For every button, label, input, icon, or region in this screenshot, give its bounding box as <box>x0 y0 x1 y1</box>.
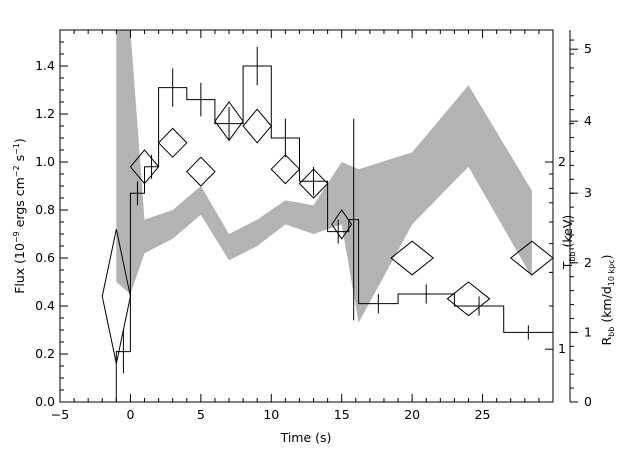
temperature-diamond <box>101 229 131 364</box>
x-tick-label: 10 <box>263 407 279 422</box>
radius-tick-label: 1 <box>584 324 592 339</box>
y-tick-label: 0.2 <box>35 346 55 361</box>
radius-tick-label: 4 <box>584 113 592 128</box>
radius-tick-label: 3 <box>584 185 592 200</box>
temp-tick-label: 1 <box>558 341 566 356</box>
temperature-diamond-layer <box>101 101 553 364</box>
x-tick-label: 25 <box>475 407 491 422</box>
radius-band-layer <box>116 30 532 323</box>
x-tick-label: 5 <box>197 407 205 422</box>
radius-tick-label: 5 <box>584 41 592 56</box>
x-axis-title: Time (s) <box>280 430 332 445</box>
radius-band <box>116 30 532 323</box>
y-tick-label: 1.4 <box>35 58 55 73</box>
plot-frame <box>59 29 554 403</box>
temperature-diamond <box>331 209 353 240</box>
temperature-diamond <box>390 240 435 276</box>
temperature-diamond <box>298 168 329 199</box>
y-axis-title-left: Flux (10−9 ergs cm−2 s−1) <box>12 138 27 294</box>
temperature-diamond <box>214 101 244 142</box>
y-tick-label: 0.6 <box>35 250 55 265</box>
x-tick-label: 0 <box>126 407 134 422</box>
temperature-diamond <box>157 127 188 158</box>
temperature-diamond <box>509 240 553 276</box>
temp-tick-label: 2 <box>558 154 566 169</box>
axis-ticks: −5 0 5 10 15 20 250.00.20.40.60.81.01.21.41201… <box>35 30 592 422</box>
flux-histogram-layer <box>115 46 553 402</box>
radius-tick-label: 2 <box>584 255 592 270</box>
temperature-diamond <box>129 149 160 185</box>
y-tick-label: 0.0 <box>35 394 55 409</box>
x-tick-label: −5 <box>51 407 69 422</box>
temperature-diamond <box>186 156 216 187</box>
temperature-diamond <box>270 154 301 185</box>
y-tick-label: 1.0 <box>35 154 55 169</box>
y-axis-title-right-outer: Rbb (km/d10 kpc) <box>599 255 616 346</box>
temperature-diamond <box>446 281 491 317</box>
flux-histogram-line <box>115 65 553 402</box>
temperature-diamond <box>242 108 272 144</box>
y-tick-label: 0.4 <box>35 298 55 313</box>
y-tick-label: 0.8 <box>35 202 55 217</box>
x-tick-label: 20 <box>404 407 420 422</box>
x-tick-label: 15 <box>334 407 350 422</box>
y-tick-label: 1.2 <box>35 106 55 121</box>
y-axis-title-right-inner: Tbb (keV) <box>560 215 577 271</box>
radius-tick-label: 0 <box>584 394 592 409</box>
